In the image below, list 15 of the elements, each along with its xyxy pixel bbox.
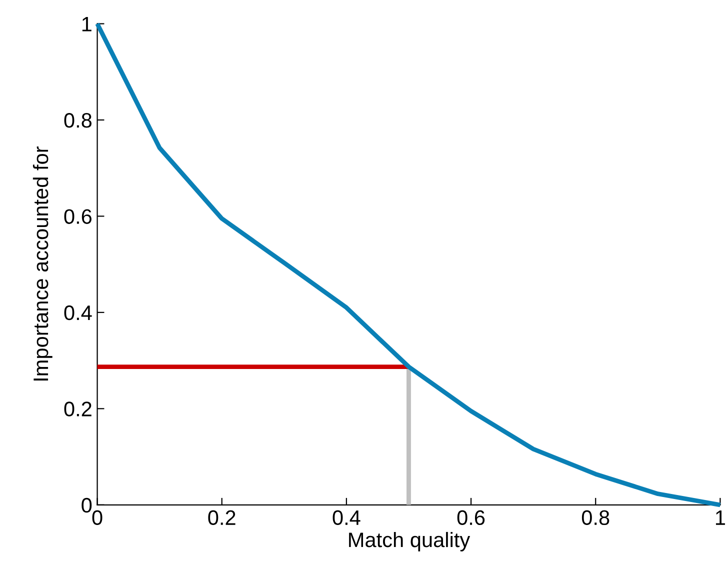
y-tick-label: 0.2 xyxy=(64,402,92,416)
y-axis-title: Importance accounted for xyxy=(32,146,52,381)
x-tick-label: 1 xyxy=(716,510,725,525)
x-tick-label: 0.4 xyxy=(332,510,360,526)
x-tick-label: 0.6 xyxy=(457,510,485,526)
y-tick-label: 0 xyxy=(82,498,92,513)
y-tick-label: 0.8 xyxy=(64,112,92,128)
x-tick-label: 0.2 xyxy=(208,510,236,526)
x-tick-label: 0.8 xyxy=(582,510,610,526)
x-axis-title: Match quality xyxy=(349,532,470,552)
y-tick-label: 0.6 xyxy=(64,209,92,224)
line-series xyxy=(95,22,722,508)
y-tick-label: 1 xyxy=(82,16,92,32)
x-tick-label: 0 xyxy=(92,510,102,526)
y-tick-label: 0.4 xyxy=(64,305,92,320)
